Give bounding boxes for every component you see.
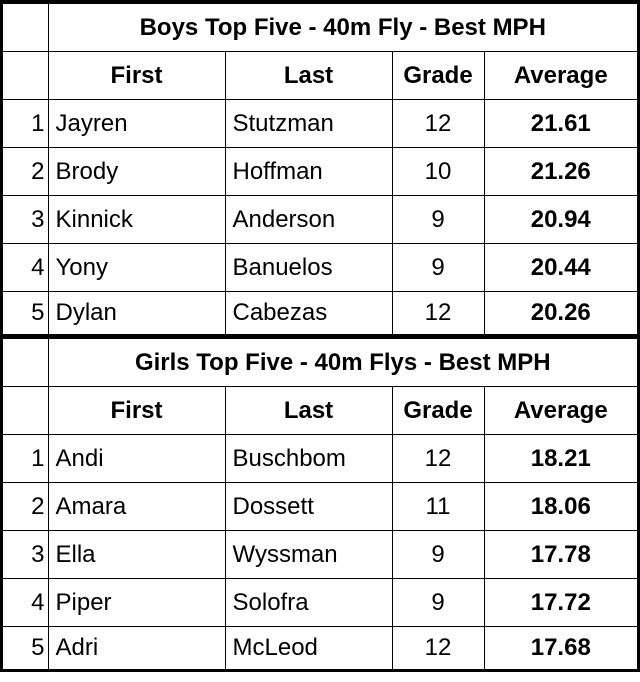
grade: 9 [391, 195, 485, 244]
column-header: Last [224, 386, 393, 435]
column-header: Grade [391, 51, 485, 100]
column-header: Average [483, 51, 637, 100]
grade: 10 [391, 147, 485, 196]
table-title: Girls Top Five - 40m Flys - Best MPH [47, 336, 638, 387]
last-name: Wyssman [224, 530, 393, 579]
first-name: Kinnick [47, 195, 226, 244]
last-name: Banuelos [224, 243, 393, 292]
last-name: Hoffman [224, 147, 393, 196]
data-row: 1 Andi Buschbom 12 18.21 [3, 434, 638, 483]
first-name: Dylan [47, 291, 226, 334]
header-row: First Last Grade Average [3, 51, 637, 100]
first-name: Jayren [47, 99, 226, 148]
data-row: 2 Brody Hoffman 10 21.26 [3, 147, 637, 196]
rank: 4 [3, 578, 49, 627]
last-name: Dossett [224, 482, 393, 531]
rank: 3 [3, 195, 49, 244]
average: 17.78 [483, 530, 638, 579]
average: 18.06 [483, 482, 638, 531]
header-row: First Last Grade Average [3, 386, 638, 435]
data-row: 4 Yony Banuelos 9 20.44 [3, 243, 637, 292]
rank: 5 [3, 626, 49, 669]
title-row: Girls Top Five - 40m Flys - Best MPH [3, 336, 638, 387]
first-name: Amara [47, 482, 226, 531]
ranking-table: Girls Top Five - 40m Flys - Best MPH Firs… [3, 334, 638, 669]
average: 20.26 [483, 291, 637, 334]
data-row: 3 Ella Wyssman 9 17.78 [3, 530, 638, 579]
last-name: Solofra [224, 578, 393, 627]
grade: 9 [391, 530, 485, 579]
average: 17.72 [483, 578, 638, 627]
average: 17.68 [483, 626, 638, 669]
column-header: Last [224, 51, 393, 100]
rank: 2 [3, 147, 49, 196]
grade: 9 [391, 243, 485, 292]
average: 20.44 [483, 243, 637, 292]
column-header: First [47, 51, 226, 100]
data-row: 5 Dylan Cabezas 12 20.26 [3, 291, 637, 334]
rank: 4 [3, 243, 49, 292]
empty-cell [3, 386, 49, 435]
grade: 11 [391, 482, 485, 531]
empty-cell [3, 336, 49, 387]
column-header: First [47, 386, 226, 435]
average: 21.26 [483, 147, 637, 196]
ranking-table: Boys Top Five - 40m Fly - Best MPH First L… [3, 3, 637, 334]
average: 18.21 [483, 434, 638, 483]
average: 20.94 [483, 195, 637, 244]
first-name: Andi [47, 434, 226, 483]
data-row: 2 Amara Dossett 11 18.06 [3, 482, 638, 531]
empty-cell [3, 51, 49, 100]
grade: 12 [391, 99, 485, 148]
grade: 12 [391, 626, 485, 669]
grade: 12 [391, 291, 485, 334]
grade: 9 [391, 578, 485, 627]
rank: 1 [3, 434, 49, 483]
table-title: Boys Top Five - 40m Fly - Best MPH [47, 3, 637, 52]
last-name: Buschbom [224, 434, 393, 483]
data-row: 4 Piper Solofra 9 17.72 [3, 578, 638, 627]
last-name: Cabezas [224, 291, 393, 334]
last-name: Stutzman [224, 99, 393, 148]
empty-cell [3, 3, 49, 52]
rank: 3 [3, 530, 49, 579]
column-header: Average [483, 386, 638, 435]
data-row: 5 Adri McLeod 12 17.68 [3, 626, 638, 669]
first-name: Adri [47, 626, 226, 669]
first-name: Yony [47, 243, 226, 292]
title-row: Boys Top Five - 40m Fly - Best MPH [3, 3, 637, 52]
first-name: Ella [47, 530, 226, 579]
last-name: Anderson [224, 195, 393, 244]
first-name: Piper [47, 578, 226, 627]
data-row: 1 Jayren Stutzman 12 21.61 [3, 99, 637, 148]
first-name: Brody [47, 147, 226, 196]
last-name: McLeod [224, 626, 393, 669]
rank: 5 [3, 291, 49, 334]
data-row: 3 Kinnick Anderson 9 20.94 [3, 195, 637, 244]
column-header: Grade [391, 386, 485, 435]
rank: 1 [3, 99, 49, 148]
grade: 12 [391, 434, 485, 483]
average: 21.61 [483, 99, 637, 148]
rank: 2 [3, 482, 49, 531]
